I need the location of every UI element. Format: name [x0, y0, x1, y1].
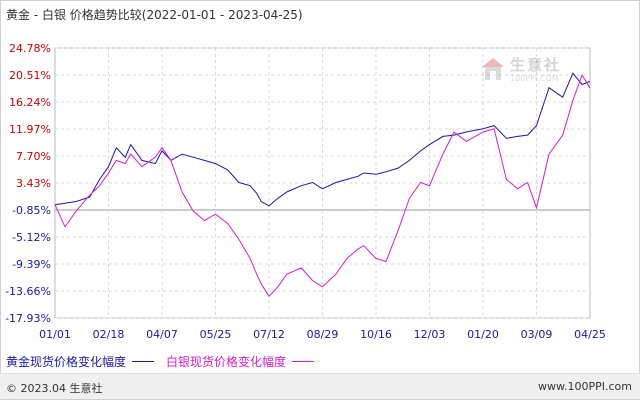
- x-tick-label: 02/18: [93, 328, 125, 341]
- y-tick-label: 20.51%: [9, 69, 51, 82]
- x-tick-label: 08/29: [307, 328, 339, 341]
- x-tick-label: 04/07: [146, 328, 178, 341]
- x-tick-label: 04/25: [574, 328, 606, 341]
- x-tick-label: 05/25: [200, 328, 232, 341]
- y-tick-label: -13.66%: [5, 285, 51, 298]
- watermark-name: 生意社: [510, 56, 562, 74]
- legend-item-silver: 白银现货价格变化幅度: [166, 353, 315, 370]
- legend-label-silver: 白银现货价格变化幅度: [166, 355, 287, 369]
- grid-layer: [54, 47, 591, 319]
- series-line-gold: [54, 72, 591, 207]
- x-tick-label: 03/09: [521, 328, 553, 341]
- x-tick-label: 12/03: [414, 328, 446, 341]
- y-tick-label: -5.12%: [12, 231, 51, 244]
- chart-title-range: (2022-01-01 - 2023-04-25): [141, 8, 303, 22]
- y-tick-label: 16.24%: [9, 96, 51, 109]
- y-tick-label: 11.97%: [9, 123, 51, 136]
- watermark-url: 100PPI.COM: [510, 74, 559, 83]
- y-tick-label: -17.93%: [5, 312, 51, 325]
- y-tick-label: 24.78%: [9, 42, 51, 55]
- legend-swatch-silver: [292, 361, 315, 362]
- y-tick-labels: 24.78% 20.51% 16.24% 11.97% 7.70% 3.43% -0.85%…: [5, 42, 51, 325]
- watermark-logo-icon: [482, 58, 504, 80]
- y-tick-label: -9.39%: [12, 258, 51, 271]
- legend-item-gold: 黄金现货价格变化幅度: [6, 353, 155, 370]
- x-tick-labels: 01/01 02/18 04/07 05/25 07/12 08/29 10/16 12/03…: [39, 328, 606, 341]
- series-layer: [54, 72, 591, 298]
- watermark: 生意社 100PPI.COM: [480, 54, 580, 90]
- y-tick-label: -0.85%: [12, 204, 51, 217]
- footer: © 2023.04 生意社 www.100PPI.com: [0, 373, 640, 399]
- chart-title-main: 黄金 - 白银 价格趋势比较: [6, 8, 142, 22]
- x-tick-label: 10/16: [360, 328, 392, 341]
- x-tick-label: 07/12: [253, 328, 285, 341]
- y-tick-label: 7.70%: [16, 150, 51, 163]
- legend-swatch-gold: [132, 361, 155, 362]
- legend: 黄金现货价格变化幅度 白银现货价格变化幅度: [6, 353, 326, 370]
- footer-website-link[interactable]: www.100PPI.com: [538, 380, 632, 393]
- x-tick-label: 01/01: [39, 328, 71, 341]
- footer-copyright: © 2023.04 生意社: [6, 382, 103, 395]
- legend-label-gold: 黄金现货价格变化幅度: [6, 355, 127, 369]
- series-line-silver: [54, 73, 591, 298]
- x-tick-label: 01/20: [467, 328, 499, 341]
- chart-title: 黄金 - 白银 价格趋势比较(2022-01-01 - 2023-04-25): [6, 6, 303, 23]
- y-tick-label: 3.43%: [16, 177, 51, 190]
